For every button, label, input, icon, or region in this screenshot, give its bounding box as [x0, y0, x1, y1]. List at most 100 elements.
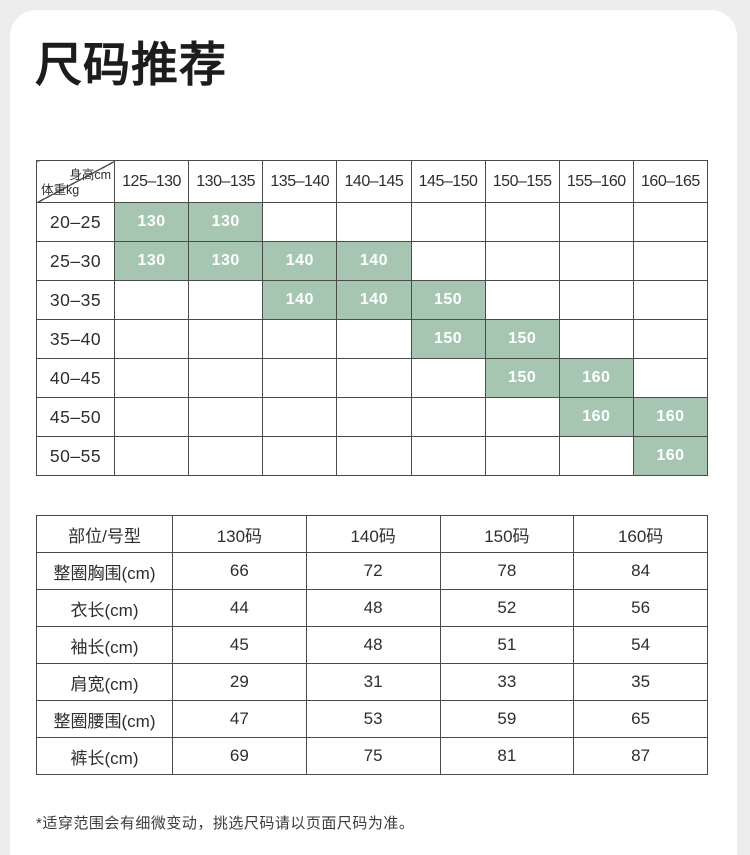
size-cell	[188, 358, 264, 398]
height-range-header: 155–160	[558, 160, 634, 203]
measurement-value: 72	[305, 552, 441, 590]
height-axis-label: 身高cm	[69, 168, 111, 182]
weight-range-label: 40–45	[36, 358, 115, 398]
size-table-row: 45–50 160 160	[36, 397, 709, 437]
measurement-value: 31	[305, 663, 441, 701]
size-cell	[558, 202, 634, 242]
size-table-row: 50–55 160	[36, 436, 709, 476]
size-cell: 140	[336, 280, 412, 320]
measurement-value: 56	[573, 589, 708, 627]
size-cell	[262, 436, 338, 476]
measurement-row-label: 整圈腰围(cm)	[36, 700, 173, 738]
size-cell	[484, 397, 560, 437]
measurement-value: 44	[172, 589, 307, 627]
size-cell	[484, 436, 560, 476]
weight-range-label: 30–35	[36, 280, 115, 320]
size-cell: 160	[632, 436, 709, 476]
height-range-header: 130–135	[188, 160, 264, 203]
measurements-row: 整圈腰围(cm) 47 53 59 65	[36, 700, 708, 738]
size-table-row: 40–45 150 160	[36, 358, 709, 398]
measurement-value: 51	[439, 626, 575, 664]
height-range-header: 125–130	[113, 160, 190, 203]
size-cell	[113, 436, 190, 476]
size-cell: 160	[558, 358, 634, 398]
size-cell	[262, 358, 338, 398]
size-cell	[188, 319, 264, 359]
weight-range-label: 50–55	[36, 436, 115, 476]
weight-axis-label: 体重kg	[41, 183, 80, 197]
measurement-row-label: 裤长(cm)	[36, 737, 173, 775]
size-cell	[558, 319, 634, 359]
size-table-row: 20–25 130 130	[36, 202, 709, 242]
size-cell	[188, 397, 264, 437]
size-cell	[113, 319, 190, 359]
measurement-column-header: 160码	[573, 515, 708, 553]
size-cell: 140	[336, 241, 412, 281]
measurement-row-label: 袖长(cm)	[36, 626, 173, 664]
measurement-value: 75	[305, 737, 441, 775]
height-range-header: 160–165	[632, 160, 709, 203]
size-cell	[262, 202, 338, 242]
size-cell: 130	[188, 241, 264, 281]
height-range-header: 140–145	[336, 160, 412, 203]
size-cell: 160	[632, 397, 709, 437]
measurement-value: 66	[172, 552, 307, 590]
measurements-row: 衣长(cm) 44 48 52 56	[36, 589, 708, 627]
size-table-row: 30–35 140 140 150	[36, 280, 709, 320]
weight-range-label: 45–50	[36, 397, 115, 437]
measurement-value: 47	[172, 700, 307, 738]
size-table-row: 35–40 150 150	[36, 319, 709, 359]
weight-range-label: 25–30	[36, 241, 115, 281]
measurement-value: 48	[305, 626, 441, 664]
size-cell	[410, 397, 486, 437]
size-cell	[113, 397, 190, 437]
measurement-value: 81	[439, 737, 575, 775]
size-cell	[113, 280, 190, 320]
measurement-row-label: 衣长(cm)	[36, 589, 173, 627]
size-cell	[558, 241, 634, 281]
size-cell	[410, 436, 486, 476]
size-cell: 150	[410, 280, 486, 320]
size-cell	[484, 202, 560, 242]
size-cell	[632, 202, 709, 242]
footnote: *适穿范围会有细微变动，挑选尺码请以页面尺码为准。	[36, 815, 415, 832]
size-cell	[632, 358, 709, 398]
size-cell	[484, 280, 560, 320]
size-cell	[336, 319, 412, 359]
size-recommendation-table: 身高cm 体重kg 125–130 130–135 135–140 140–14…	[36, 160, 709, 476]
measurement-value: 48	[305, 589, 441, 627]
size-cell	[188, 280, 264, 320]
weight-range-label: 20–25	[36, 202, 115, 242]
size-cell	[484, 241, 560, 281]
size-cell	[262, 397, 338, 437]
size-cell	[262, 319, 338, 359]
size-cell: 130	[113, 241, 190, 281]
measurement-value: 78	[439, 552, 575, 590]
measurement-value: 87	[573, 737, 708, 775]
measurement-value: 45	[172, 626, 307, 664]
size-cell	[336, 436, 412, 476]
measurement-column-header: 部位/号型	[36, 515, 173, 553]
measurement-column-header: 140码	[305, 515, 441, 553]
measurement-row-label: 肩宽(cm)	[36, 663, 173, 701]
page-title: 尺码推荐	[35, 38, 227, 91]
size-cell	[336, 202, 412, 242]
weight-range-label: 35–40	[36, 319, 115, 359]
measurements-row: 袖长(cm) 45 48 51 54	[36, 626, 708, 664]
size-cell	[632, 280, 709, 320]
measurement-column-header: 130码	[172, 515, 307, 553]
size-table-header-row: 身高cm 体重kg 125–130 130–135 135–140 140–14…	[36, 160, 709, 203]
size-cell	[632, 241, 709, 281]
size-cell	[410, 241, 486, 281]
size-cell	[410, 358, 486, 398]
height-range-header: 145–150	[410, 160, 486, 203]
measurements-row: 裤长(cm) 69 75 81 87	[36, 737, 708, 775]
measurement-value: 29	[172, 663, 307, 701]
size-cell: 140	[262, 241, 338, 281]
measurements-row: 肩宽(cm) 29 31 33 35	[36, 663, 708, 701]
measurements-row: 整圈胸围(cm) 66 72 78 84	[36, 552, 708, 590]
measurement-column-header: 150码	[439, 515, 575, 553]
measurement-value: 59	[439, 700, 575, 738]
measurement-value: 54	[573, 626, 708, 664]
measurement-value: 84	[573, 552, 708, 590]
